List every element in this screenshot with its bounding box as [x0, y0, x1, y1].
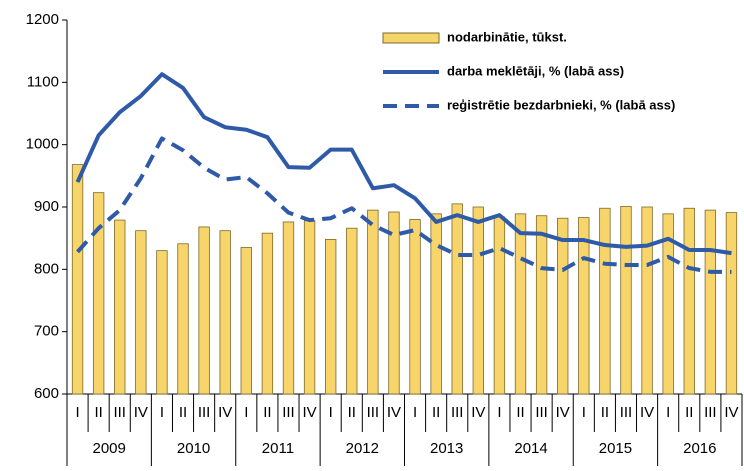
- bar: [409, 219, 421, 395]
- x-tick-label: IV: [724, 404, 738, 421]
- y-tick-label: 800: [34, 260, 59, 277]
- bar: [472, 206, 485, 395]
- bar: [514, 213, 527, 395]
- bar: [261, 232, 274, 395]
- y-tick-label: 600: [34, 385, 59, 402]
- x-tick-label: II: [601, 404, 609, 421]
- x-tick-label: I: [75, 404, 79, 421]
- line: [75, 72, 732, 256]
- bar: [135, 230, 147, 395]
- x-tick-label: III: [282, 404, 295, 421]
- x-tick-label: IV: [218, 404, 232, 421]
- bar: [535, 215, 548, 395]
- bar: [451, 203, 463, 395]
- x-tick-label: III: [620, 404, 633, 421]
- bar: [641, 206, 653, 395]
- year-label: 2014: [514, 440, 547, 457]
- y-tick-label: 900: [34, 198, 59, 215]
- year-label: 2016: [683, 440, 716, 457]
- x-tick-label: II: [432, 404, 440, 421]
- x-tick-label: IV: [640, 404, 654, 421]
- x-tick-label: II: [179, 404, 187, 421]
- bar: [388, 211, 400, 395]
- x-tick-label: I: [160, 404, 164, 421]
- y-tick-label: 700: [34, 323, 59, 340]
- bar: [620, 205, 632, 395]
- y-tick-label: 1100: [27, 73, 59, 90]
- bar: [493, 216, 506, 395]
- x-tick-label: II: [263, 404, 271, 421]
- x-tick-label: I: [666, 404, 670, 421]
- bar: [599, 207, 611, 395]
- x-tick-label: III: [535, 404, 548, 421]
- bar: [704, 209, 717, 395]
- bar: [683, 207, 695, 395]
- year-label: 2009: [93, 440, 126, 457]
- x-tick-label: III: [198, 404, 211, 421]
- x-tick-label: I: [497, 404, 501, 421]
- bar: [662, 213, 674, 395]
- x-tick-label: IV: [556, 404, 570, 421]
- x-tick-label: III: [704, 404, 717, 421]
- bar: [367, 209, 379, 395]
- legend-label: reģistrētie bezdarbnieki, % (labā ass): [447, 97, 675, 112]
- x-tick-label: II: [94, 404, 102, 421]
- x-tick-label: III: [113, 404, 126, 421]
- x-tick-label: IV: [302, 404, 316, 421]
- x-tick-label: IV: [387, 404, 401, 421]
- bar: [71, 164, 84, 395]
- x-tick-label: IV: [471, 404, 485, 421]
- bar: [219, 230, 231, 395]
- line: [76, 136, 732, 274]
- year-label: 2010: [177, 440, 210, 457]
- bar: [346, 227, 358, 395]
- bar: [177, 243, 189, 395]
- bar: [430, 213, 442, 395]
- bar: [92, 192, 105, 395]
- x-tick-label: III: [451, 404, 464, 421]
- bar: [557, 217, 569, 395]
- x-tick-label: I: [329, 404, 333, 421]
- x-tick-label: I: [413, 404, 417, 421]
- legend-label: nodarbinātie, tūkst.: [447, 29, 567, 44]
- bar: [282, 221, 295, 395]
- x-tick-label: I: [244, 404, 248, 421]
- legend-label: darba meklētāji, % (labā ass): [447, 63, 624, 78]
- legend-swatch: [382, 32, 440, 44]
- bar: [114, 219, 126, 395]
- bar: [303, 220, 316, 395]
- year-label: 2015: [599, 440, 632, 457]
- year-label: 2012: [346, 440, 379, 457]
- bar: [578, 217, 590, 395]
- x-tick-label: III: [367, 404, 380, 421]
- bar: [156, 250, 168, 395]
- x-tick-label: II: [685, 404, 693, 421]
- bar: [240, 247, 252, 395]
- x-tick-label: I: [582, 404, 586, 421]
- x-tick-label: II: [348, 404, 356, 421]
- x-tick-label: IV: [134, 404, 148, 421]
- year-label: 2011: [262, 440, 294, 457]
- y-tick-label: 1200: [26, 11, 59, 28]
- x-tick-label: II: [516, 404, 524, 421]
- year-label: 2013: [430, 440, 463, 457]
- y-tick-label: 1000: [26, 136, 59, 153]
- bar: [725, 212, 738, 395]
- bar: [198, 226, 210, 395]
- bar: [324, 239, 337, 395]
